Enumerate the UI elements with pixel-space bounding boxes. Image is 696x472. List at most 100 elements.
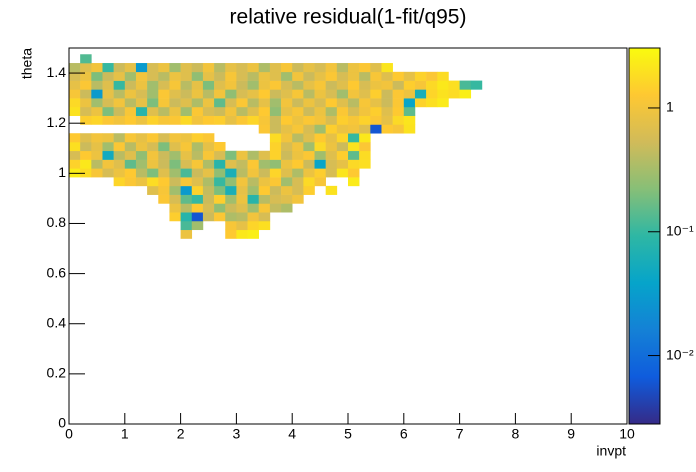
y-tick-label: 1.2 [47, 114, 67, 130]
heatmap-cell [236, 150, 248, 160]
heatmap-cell [348, 124, 360, 134]
heatmap-cell [169, 194, 181, 204]
heatmap-cell [191, 159, 204, 169]
heatmap-cell [269, 203, 282, 213]
heatmap-cell [336, 168, 349, 178]
heatmap-cell [414, 98, 427, 108]
heatmap-cell [191, 115, 204, 125]
heatmap-cell [258, 115, 271, 125]
heatmap-cell [281, 115, 293, 125]
heatmap-cell [269, 115, 282, 125]
heatmap-cell [370, 98, 382, 108]
heatmap-cell [214, 98, 226, 108]
heatmap-cell [303, 63, 315, 73]
heatmap-cell [113, 98, 126, 108]
heatmap-cell [91, 159, 103, 169]
heatmap-cell [359, 89, 371, 99]
x-tick-label: 2 [177, 426, 185, 442]
heatmap-cell [448, 89, 460, 99]
heatmap-cell [247, 80, 260, 90]
heatmap-cell [348, 80, 360, 90]
heatmap-cell [91, 80, 103, 90]
heatmap-cell [225, 63, 237, 73]
heatmap-cell [191, 89, 204, 99]
heatmap-cell [303, 177, 315, 187]
heatmap-cell [214, 185, 226, 195]
heatmap-cell [236, 89, 248, 99]
heatmap-cell [336, 159, 349, 169]
heatmap-cells [69, 54, 483, 239]
heatmap-cell [169, 106, 181, 116]
heatmap-cell [303, 124, 315, 134]
heatmap-cell [269, 80, 282, 90]
heatmap-cell [258, 220, 271, 231]
heatmap-cell [258, 177, 271, 187]
heatmap-cell [426, 71, 438, 81]
heatmap-cell [392, 89, 405, 99]
heatmap-cell [236, 185, 248, 195]
heatmap-cell [124, 159, 137, 169]
heatmap-cell [236, 98, 248, 108]
heatmap-cell [191, 142, 204, 152]
heatmap-cell [258, 80, 271, 90]
heatmap-cell [202, 212, 215, 222]
heatmap-cell [325, 150, 338, 160]
heatmap-cell [459, 89, 472, 99]
heatmap-cell [336, 71, 349, 81]
heatmap-cell [147, 150, 159, 160]
heatmap-cell [269, 71, 282, 81]
heatmap-cell [258, 98, 271, 108]
heatmap-cell [225, 177, 237, 187]
heatmap-cell [225, 168, 237, 178]
heatmap-cell [113, 63, 126, 73]
heatmap-cell [414, 89, 427, 99]
heatmap-cell [135, 133, 148, 143]
heatmap-cell [336, 80, 349, 90]
heatmap-cell [147, 177, 159, 187]
heatmap-cell [325, 133, 338, 143]
heatmap-cell [124, 177, 137, 187]
heatmap-cell [292, 80, 304, 90]
heatmap-cell [303, 150, 315, 160]
heatmap-cell [247, 63, 260, 73]
heatmap-cell [202, 80, 215, 90]
heatmap-cell [147, 185, 159, 195]
heatmap-cell [281, 124, 293, 134]
heatmap-cell [113, 80, 126, 90]
heatmap-cell [102, 106, 114, 116]
heatmap-cell [281, 177, 293, 187]
heatmap-cell [169, 80, 181, 90]
heatmap-cell [392, 98, 405, 108]
heatmap-cell [236, 229, 248, 239]
heatmap-cell [314, 177, 326, 187]
heatmap-cell [292, 133, 304, 143]
heatmap-cell [91, 98, 103, 108]
heatmap-cell [303, 80, 315, 90]
heatmap-cell [158, 194, 170, 204]
heatmap-cell [414, 80, 427, 90]
heatmap-cell [124, 168, 137, 178]
heatmap-cell [370, 71, 382, 81]
heatmap-cell [426, 98, 438, 108]
heatmap-cell [135, 115, 148, 125]
heatmap-cell [80, 159, 92, 169]
heatmap-cell [191, 194, 204, 204]
heatmap-cell [303, 89, 315, 99]
heatmap-cell [158, 89, 170, 99]
heatmap-cell [202, 194, 215, 204]
heatmap-cell [236, 115, 248, 125]
heatmap-cell [247, 203, 260, 213]
heatmap-cell [236, 71, 248, 81]
heatmap-cell [314, 150, 326, 160]
heatmap-cell [135, 159, 148, 169]
heatmap-cell [202, 142, 215, 152]
heatmap-cell [124, 150, 137, 160]
heatmap-cell [336, 106, 349, 116]
heatmap-cell [437, 89, 449, 99]
heatmap-cell [124, 106, 137, 116]
heatmap-cell [348, 115, 360, 125]
heatmap-cell [370, 106, 382, 116]
heatmap-cell [158, 71, 170, 81]
